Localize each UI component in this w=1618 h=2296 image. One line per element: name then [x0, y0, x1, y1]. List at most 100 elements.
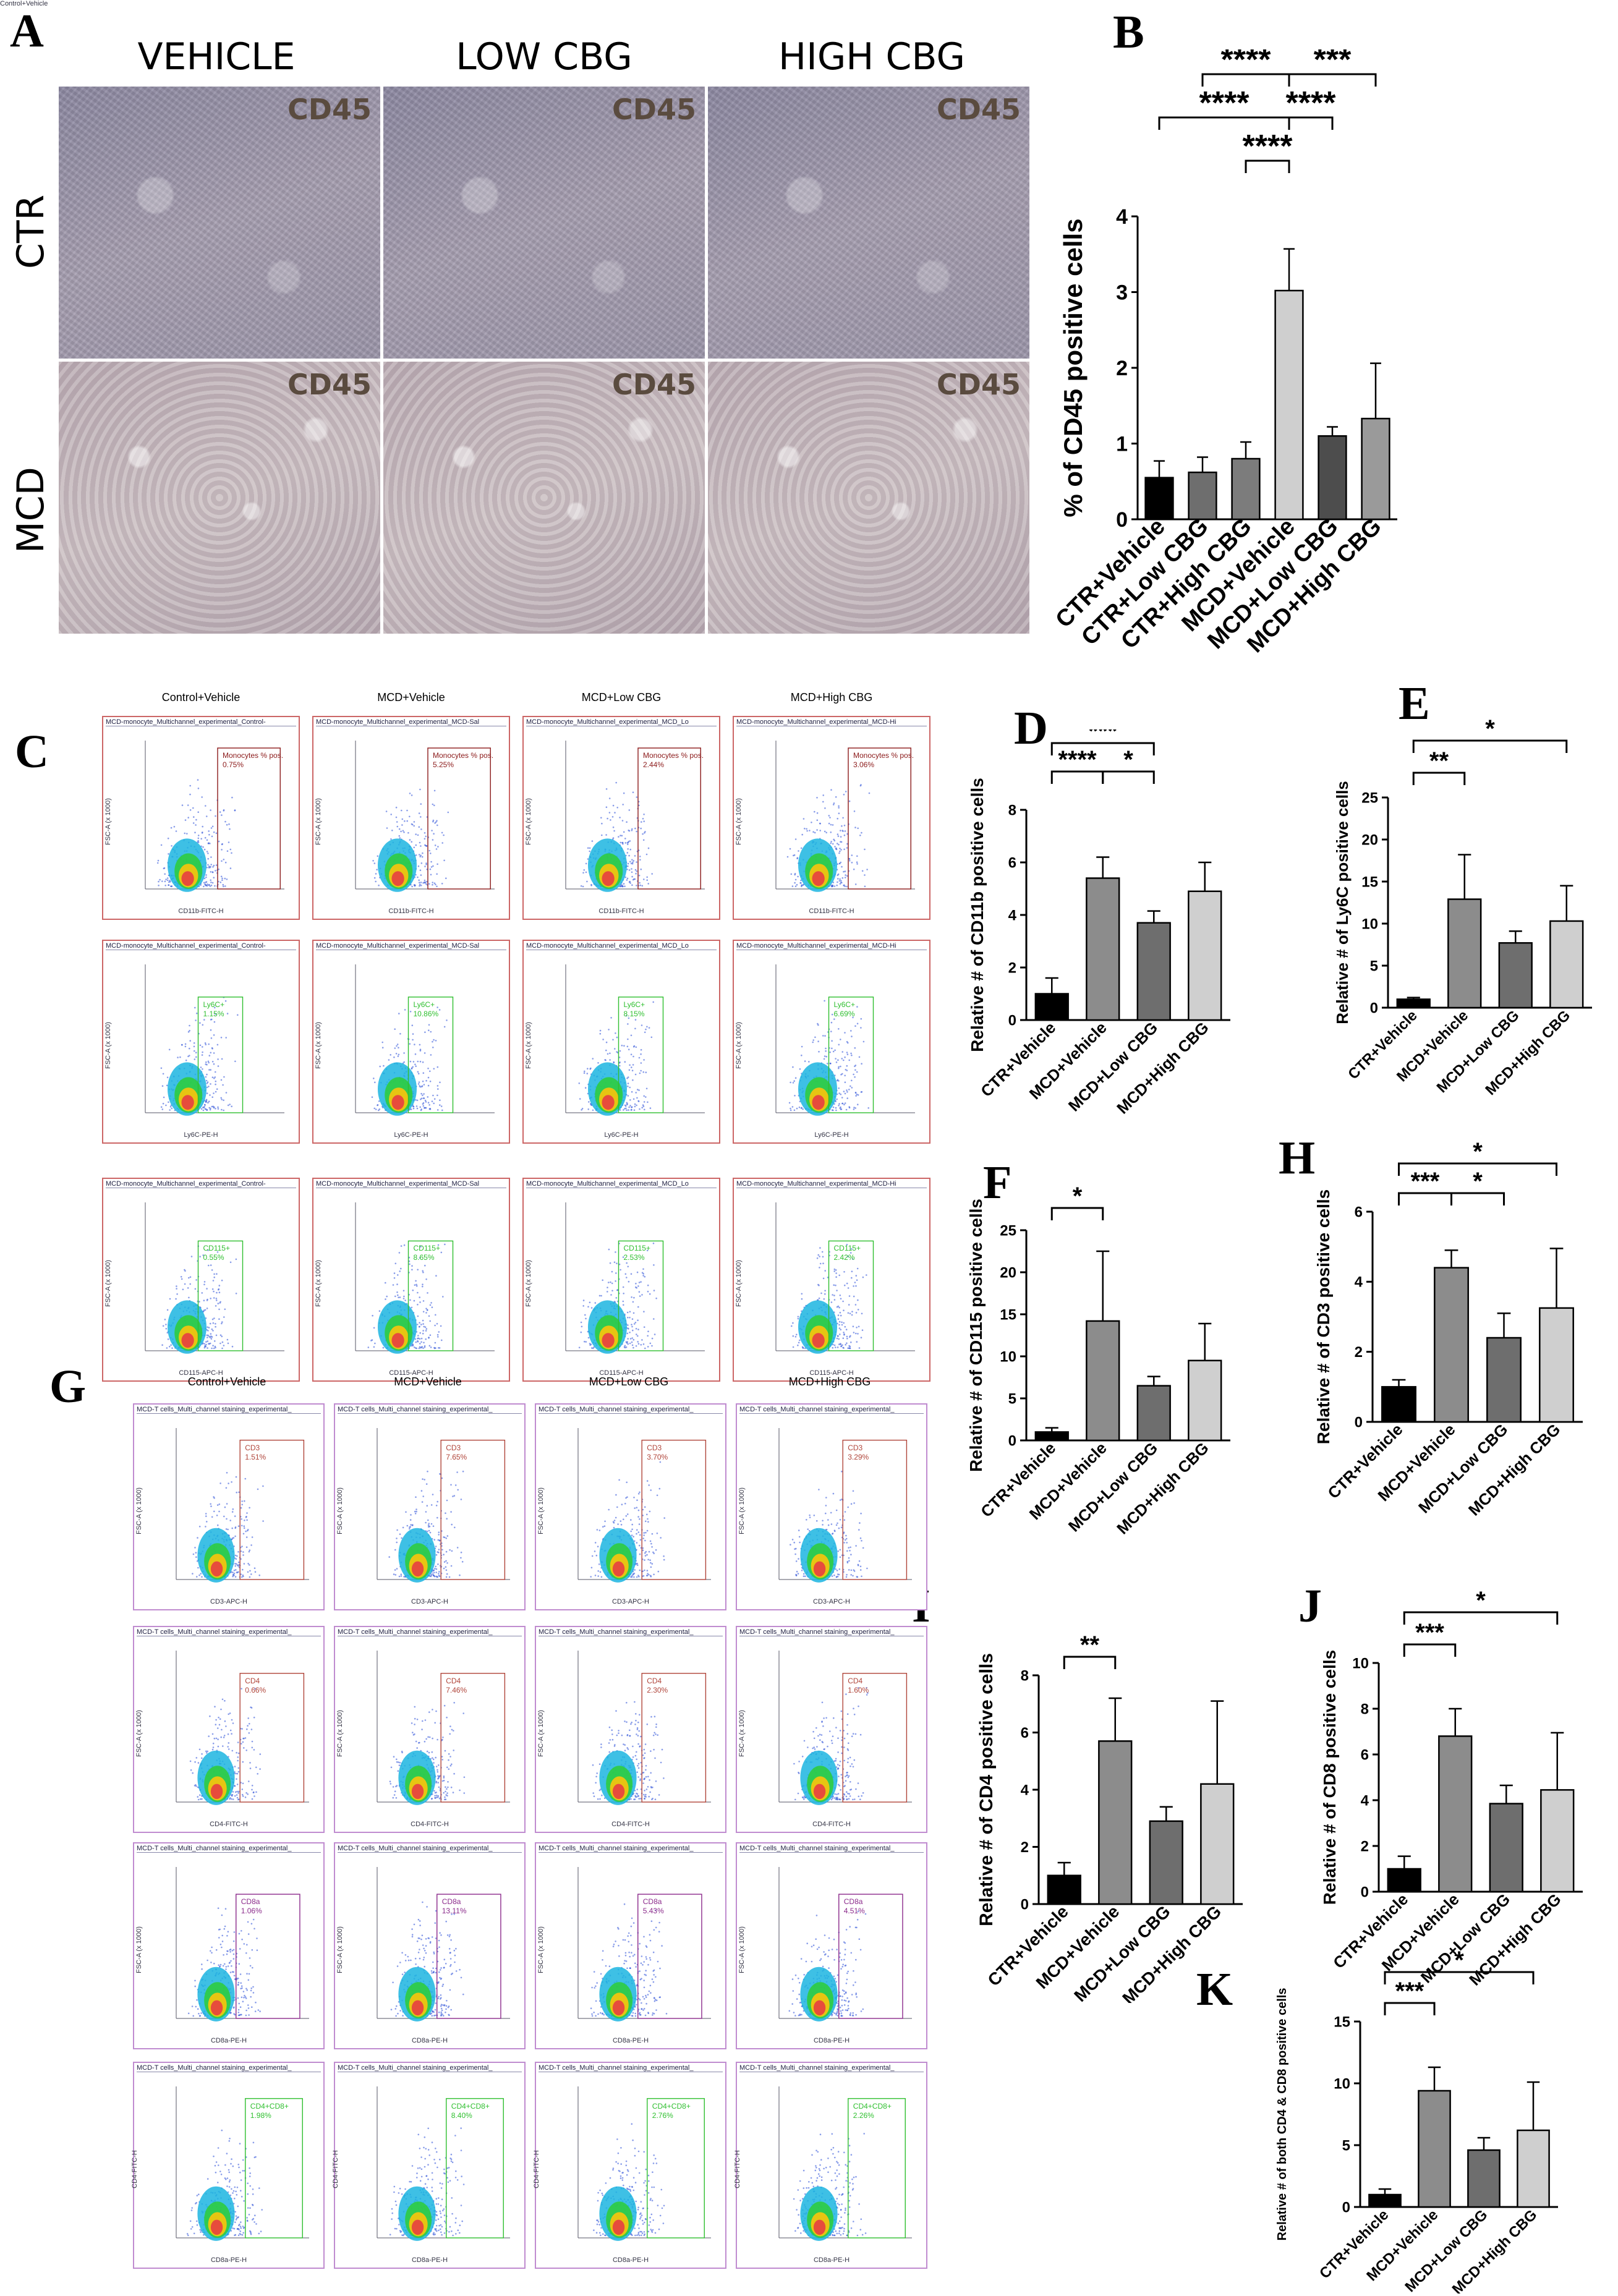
flow-column-header: MCD+High CBG: [790, 691, 873, 704]
bar-mcd-low-cbg: [1318, 435, 1347, 521]
significance-bracket: [1398, 1162, 1557, 1176]
significance-bracket: [1403, 1611, 1559, 1625]
y-tick-label: 4: [1361, 1792, 1369, 1809]
x-axis-label: CD8a-PE-H: [612, 2037, 649, 2044]
gate-label: CD4: [647, 1676, 662, 1685]
bar-chart-cd115: 0 5 10 15 20 25 Relative # of CD115 positive c…: [966, 1183, 1230, 1538]
significance-label: **: [1429, 747, 1449, 775]
bar-mcd-high-cbg: [1188, 1359, 1222, 1442]
gate-label: Ly6C+: [623, 1000, 645, 1009]
y-axis-label: FSC-A (x 1000): [524, 1260, 532, 1307]
x-axis-label: Ly6C-PE-H: [184, 1131, 218, 1139]
bar-mcd-vehicle: [1434, 1267, 1469, 1423]
gate-label: CD4: [446, 1676, 461, 1685]
flow-plot-header: MCD-monocyte_Multichannel_experimental_C…: [106, 1180, 296, 1188]
flow-plot: MCD-monocyte_Multichannel_experimental_M…: [733, 1178, 930, 1382]
gate-label: Ly6C+: [203, 1000, 225, 1009]
y-axis-label: FSC-A (x 1000): [104, 1022, 112, 1069]
y-axis-label: Relative # of both CD4 & CD8 positive ce…: [1275, 1988, 1289, 2241]
y-tick-label: 6: [1361, 1746, 1369, 1763]
flow-plot-header: MCD-T cells_Multi_channel staining_exper…: [338, 1628, 522, 1636]
y-axis-label: FSC-A (x 1000): [524, 798, 532, 845]
y-axis-label: CD4-FITC-H: [733, 2149, 741, 2188]
flow-column-header: MCD+Vehicle: [394, 1375, 462, 1388]
flow-density-plot: [377, 2086, 510, 2241]
bar-mcd-high-cbg: [1188, 890, 1222, 1021]
gate-value: 2.26%: [853, 2111, 874, 2120]
gate-label: CD115+: [833, 1244, 861, 1253]
y-tick-label: 8: [1008, 802, 1016, 818]
y-tick-label: 5: [1370, 958, 1378, 974]
x-axis-label: CD115-APC-H: [809, 1369, 854, 1377]
gate-label: Monocytes % pos.: [433, 751, 494, 760]
gate-value: 3.29%: [848, 1452, 869, 1461]
flow-plot-header: MCD-monocyte_Multichannel_experimental_M…: [736, 942, 927, 950]
y-tick-label: 0: [1008, 1432, 1016, 1449]
flow-plot: MCD-T cells_Multi_channel staining_exper…: [733, 2062, 927, 2269]
gate-label: CD115+: [203, 1244, 230, 1253]
flow-plot: MCD-T cells_Multi_channel staining_exper…: [334, 1842, 526, 2049]
flow-density-plot: [176, 2086, 309, 2241]
gate-label: CD8a: [441, 1897, 461, 1907]
gate-label: CD8a: [642, 1897, 662, 1907]
y-tick-label: 10: [1361, 916, 1378, 932]
y-tick-label: 1: [1116, 432, 1128, 456]
flow-plot: MCD-T cells_Multi_channel staining_exper…: [131, 2062, 325, 2269]
flow-plot: MCD-T cells_Multi_channel staining_exper…: [535, 1842, 726, 2049]
gate-label: CD4+CD8+: [451, 2101, 490, 2111]
flow-plot: MCD-T cells_Multi_channel staining_exper…: [533, 2062, 726, 2269]
flow-density-plot: [565, 1202, 705, 1354]
y-axis-label: FSC-A (x 1000): [537, 1487, 545, 1534]
flow-density-plot: [775, 1202, 915, 1354]
y-tick-label: 2: [1021, 1839, 1029, 1856]
x-axis-label: CD4-FITC-H: [812, 1821, 851, 1828]
gate-value: 0.66%: [245, 1685, 266, 1694]
y-tick-label: 10: [1000, 1348, 1016, 1365]
gate-value: 8.40%: [451, 2111, 472, 2120]
flow-density-plot: [577, 1867, 711, 2022]
y-axis-label: FSC-A (x 1000): [314, 798, 322, 845]
cd45-label: CD45: [937, 93, 1021, 126]
y-tick-label: 15: [1000, 1306, 1016, 1323]
x-category-label: MCD+High CBG: [1113, 1439, 1212, 1538]
flow-plot: MCD-monocyte_Multichannel_experimental_M…: [312, 1178, 510, 1382]
panel-label-d: D: [1014, 702, 1048, 754]
gate-label: CD4+CD8+: [853, 2101, 892, 2111]
y-tick-label: 0: [1021, 1896, 1029, 1913]
flow-plot: MCD-T cells_Multi_channel staining_exper…: [736, 1626, 927, 1833]
x-axis-label: CD11b-FITC-H: [388, 908, 434, 915]
y-tick-label: 25: [1361, 789, 1378, 806]
flow-plot-header: MCD-T cells_Multi_channel staining_exper…: [539, 1628, 723, 1636]
bar-ctr-high-cbg: [1231, 457, 1261, 521]
y-tick-label: 3: [1116, 281, 1128, 304]
flow-density-plot: [577, 2086, 711, 2241]
x-axis-label: CD11b-FITC-H: [178, 908, 224, 915]
bar-ctr-vehicle: [1047, 1874, 1081, 1905]
significance-bracket: [1288, 116, 1334, 130]
significance-bracket: [1384, 2002, 1436, 2015]
flow-plot-header: MCD-T cells_Multi_channel staining_exper…: [338, 2064, 522, 2072]
flow-density-plot: [778, 2086, 912, 2241]
flow-column-header: MCD+Low CBG: [589, 1375, 669, 1388]
flow-density-plot: [778, 1867, 912, 2022]
flow-plot: MCD-T cells_Multi_channel staining_exper…: [736, 1403, 927, 1610]
flow-plot: MCD-monocyte_Multichannel_experimental_M…: [522, 1178, 720, 1382]
bar-mcd-vehicle: [1086, 877, 1120, 1021]
x-category-label: MCD+Low CBG: [1065, 1439, 1162, 1536]
cd45-label: CD45: [612, 93, 696, 126]
bar-mcd-low-cbg: [1486, 1337, 1522, 1423]
gate-label: Ly6C+: [413, 1000, 435, 1009]
bar-mcd-vehicle: [1086, 1320, 1120, 1442]
y-axis-label: FSC-A (x 1000): [104, 1260, 112, 1307]
gate-label: Monocytes % pos.: [853, 751, 914, 760]
gate-label: CD115+: [623, 1244, 650, 1253]
x-category-label: MCD+Low CBG: [1415, 1420, 1512, 1517]
gate-label: CD3: [245, 1443, 260, 1452]
gate-label: CD115+: [413, 1244, 440, 1253]
flow-plot: MCD-monocyte_Multichannel_experimental_M…: [312, 716, 510, 920]
flow-plot: MCD-monocyte_Multichannel_experimental_M…: [733, 716, 930, 920]
bar-mcd-vehicle: [1274, 289, 1304, 521]
